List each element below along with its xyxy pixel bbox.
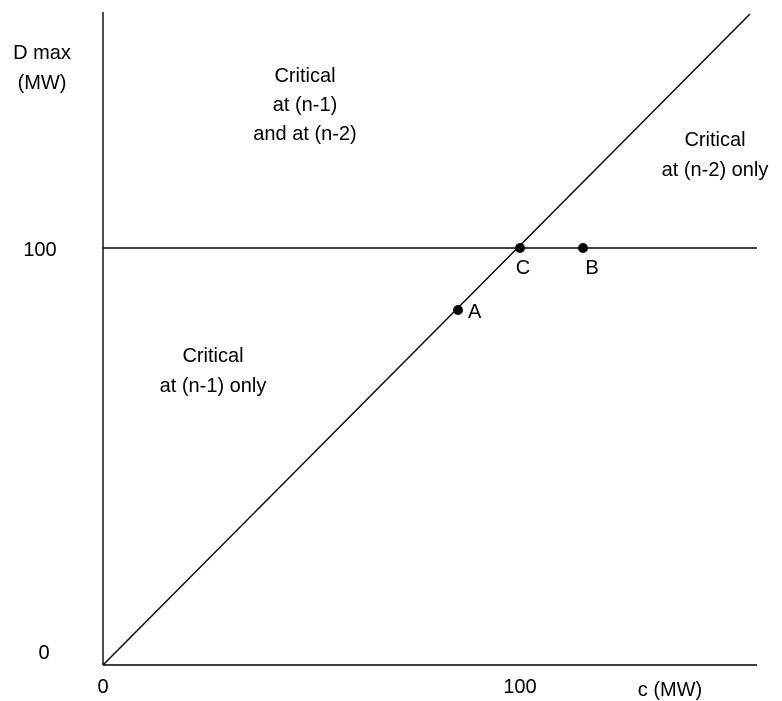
x-tick-100: 100: [503, 676, 536, 698]
region-upper-left-line-1: Critical: [274, 65, 335, 87]
point-b: B: [578, 243, 599, 279]
x-axis-label: c (MW): [638, 679, 702, 701]
point-b-marker: [578, 243, 588, 253]
point-a-marker: [453, 305, 463, 315]
point-c-label: C: [516, 257, 530, 279]
x-tick-0: 0: [97, 676, 108, 698]
y-tick-0: 0: [38, 642, 49, 664]
point-a: A: [453, 301, 482, 323]
region-lower-left-line-2: at (n-1) only: [160, 375, 267, 397]
y-axis-label-line-1: D max: [13, 42, 71, 64]
point-c: C: [515, 243, 530, 279]
region-lower-left-line-1: Critical: [182, 345, 243, 367]
point-b-label: B: [585, 257, 598, 279]
region-upper-left-line-3: and at (n-2): [253, 123, 356, 145]
y-axis-label-line-2: (MW): [18, 72, 67, 94]
diagonal-line: [102, 13, 751, 666]
point-c-marker: [515, 243, 525, 253]
region-right-line-2: at (n-2) only: [662, 159, 769, 181]
y-tick-100: 100: [23, 239, 56, 261]
region-upper-left-line-2: at (n-1): [273, 94, 337, 116]
region-right-line-1: Critical: [684, 129, 745, 151]
point-a-label: A: [468, 301, 482, 323]
